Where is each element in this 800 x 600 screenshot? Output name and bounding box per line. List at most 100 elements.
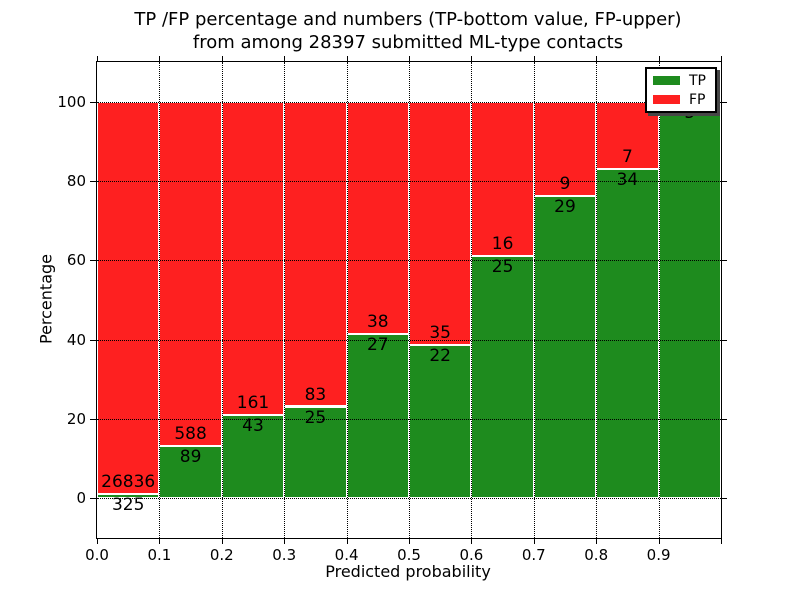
fp-swatch-icon <box>653 95 680 104</box>
tp-bar-segment <box>658 101 721 499</box>
x-tick <box>159 539 161 544</box>
y-tick <box>90 101 96 103</box>
tp-count-label: 29 <box>554 196 576 217</box>
x-tick <box>409 539 410 544</box>
x-tick <box>596 56 598 61</box>
y-tick <box>90 260 96 262</box>
fp-bar-segment <box>159 101 222 447</box>
y-tick-label: 40 <box>66 330 86 349</box>
x-tick-label: 0.4 <box>334 546 359 564</box>
x-tick <box>471 539 473 544</box>
x-tick <box>471 56 473 61</box>
fp-bar-segment <box>533 101 597 196</box>
x-tick <box>658 539 660 544</box>
y-tick-label: 80 <box>66 172 86 190</box>
y-tick <box>90 339 96 341</box>
x-tick <box>221 56 223 61</box>
tp-count-label: 27 <box>366 334 389 355</box>
x-tick <box>533 539 535 544</box>
y-tick <box>90 419 96 420</box>
fp-bar-segment <box>346 101 409 334</box>
fp-bar-segment <box>409 101 472 346</box>
x-tick <box>284 56 286 61</box>
tp-bar-segment <box>409 345 472 499</box>
legend-item-fp: FP <box>653 93 709 107</box>
x-tick-label: 0.1 <box>147 546 172 564</box>
tp-bar-segment <box>284 406 347 499</box>
y-tick <box>721 101 727 103</box>
tp-count-label: 34 <box>616 170 639 191</box>
tp-bar-segment <box>159 446 222 499</box>
x-tick <box>97 539 98 544</box>
x-tick <box>596 539 598 544</box>
fp-count-label: 83 <box>304 384 327 405</box>
fp-count-label: 16 <box>491 234 514 255</box>
fp-bar-segment <box>221 101 285 415</box>
x-tick-label: 0.3 <box>272 546 297 564</box>
chart-title-line1: TP /FP percentage and numbers (TP-bottom… <box>134 9 682 30</box>
x-tick <box>346 539 348 544</box>
v-gridline <box>658 62 660 538</box>
x-tick <box>721 539 722 544</box>
y-tick-label: 20 <box>66 410 86 428</box>
tp-swatch-icon <box>653 76 680 85</box>
fp-bar-segment <box>97 101 160 494</box>
y-tick-label: 100 <box>57 92 86 111</box>
y-tick-label: 60 <box>66 251 86 270</box>
x-tick <box>721 56 722 61</box>
y-tick <box>721 181 727 182</box>
fp-count-label: 7 <box>621 147 633 168</box>
x-tick <box>346 56 348 61</box>
x-tick <box>658 56 660 61</box>
fp-count-label: 26836 <box>101 471 156 492</box>
x-tick <box>159 56 161 61</box>
x-tick <box>284 539 286 544</box>
x-tick-label: 0.6 <box>459 546 484 564</box>
v-gridline <box>533 62 535 538</box>
tp-count-label: 325 <box>111 494 145 515</box>
tp-count-label: 25 <box>491 257 514 278</box>
v-gridline <box>284 62 286 538</box>
v-gridline <box>159 62 161 538</box>
tp-count-label: 25 <box>304 407 327 428</box>
y-tick <box>90 181 96 182</box>
legend-label-tp: TP <box>689 72 706 89</box>
tp-count-label: 22 <box>429 346 452 367</box>
fp-count-label: 9 <box>559 173 571 194</box>
tp-bar-segment <box>596 169 659 499</box>
tp-count-label: 89 <box>179 447 202 468</box>
chart-title-line2: from among 28397 submitted ML-type conta… <box>192 32 624 53</box>
v-gridline <box>409 62 410 538</box>
x-tick-label: 0.9 <box>646 546 671 564</box>
tp-bar-segment <box>471 256 534 499</box>
y-tick <box>721 498 727 500</box>
tp-count-label: 43 <box>242 415 264 436</box>
x-tick <box>221 539 223 544</box>
fp-count-label: 35 <box>429 323 452 344</box>
fp-bar-segment <box>284 101 347 407</box>
x-tick <box>409 56 410 61</box>
x-tick-label: 0.0 <box>85 546 109 564</box>
legend: TP FP <box>645 67 717 113</box>
v-gridline <box>346 62 348 538</box>
v-gridline <box>596 62 598 538</box>
fp-count-label: 161 <box>236 392 270 413</box>
x-tick-label: 0.8 <box>584 546 609 564</box>
x-tick-label: 0.7 <box>521 546 546 564</box>
legend-item-tp: TP <box>653 74 709 88</box>
y-tick-label: 0 <box>76 489 86 508</box>
x-tick-label: 0.5 <box>397 546 421 564</box>
x-tick-label: 0.2 <box>209 546 234 564</box>
tp-bar-segment <box>97 493 160 499</box>
y-tick <box>721 419 727 420</box>
y-tick <box>721 260 727 262</box>
legend-label-fp: FP <box>689 91 706 108</box>
fp-count-label: 588 <box>174 424 207 445</box>
v-gridline <box>471 62 473 538</box>
x-tick <box>533 56 535 61</box>
y-tick <box>721 339 727 341</box>
v-gridline <box>221 62 223 538</box>
tp-bar-segment <box>346 333 409 499</box>
plot-area: 26836 325 588 89 161 43 83 25 38 27 35 22 16 25 9 29 7 34… <box>96 61 722 539</box>
